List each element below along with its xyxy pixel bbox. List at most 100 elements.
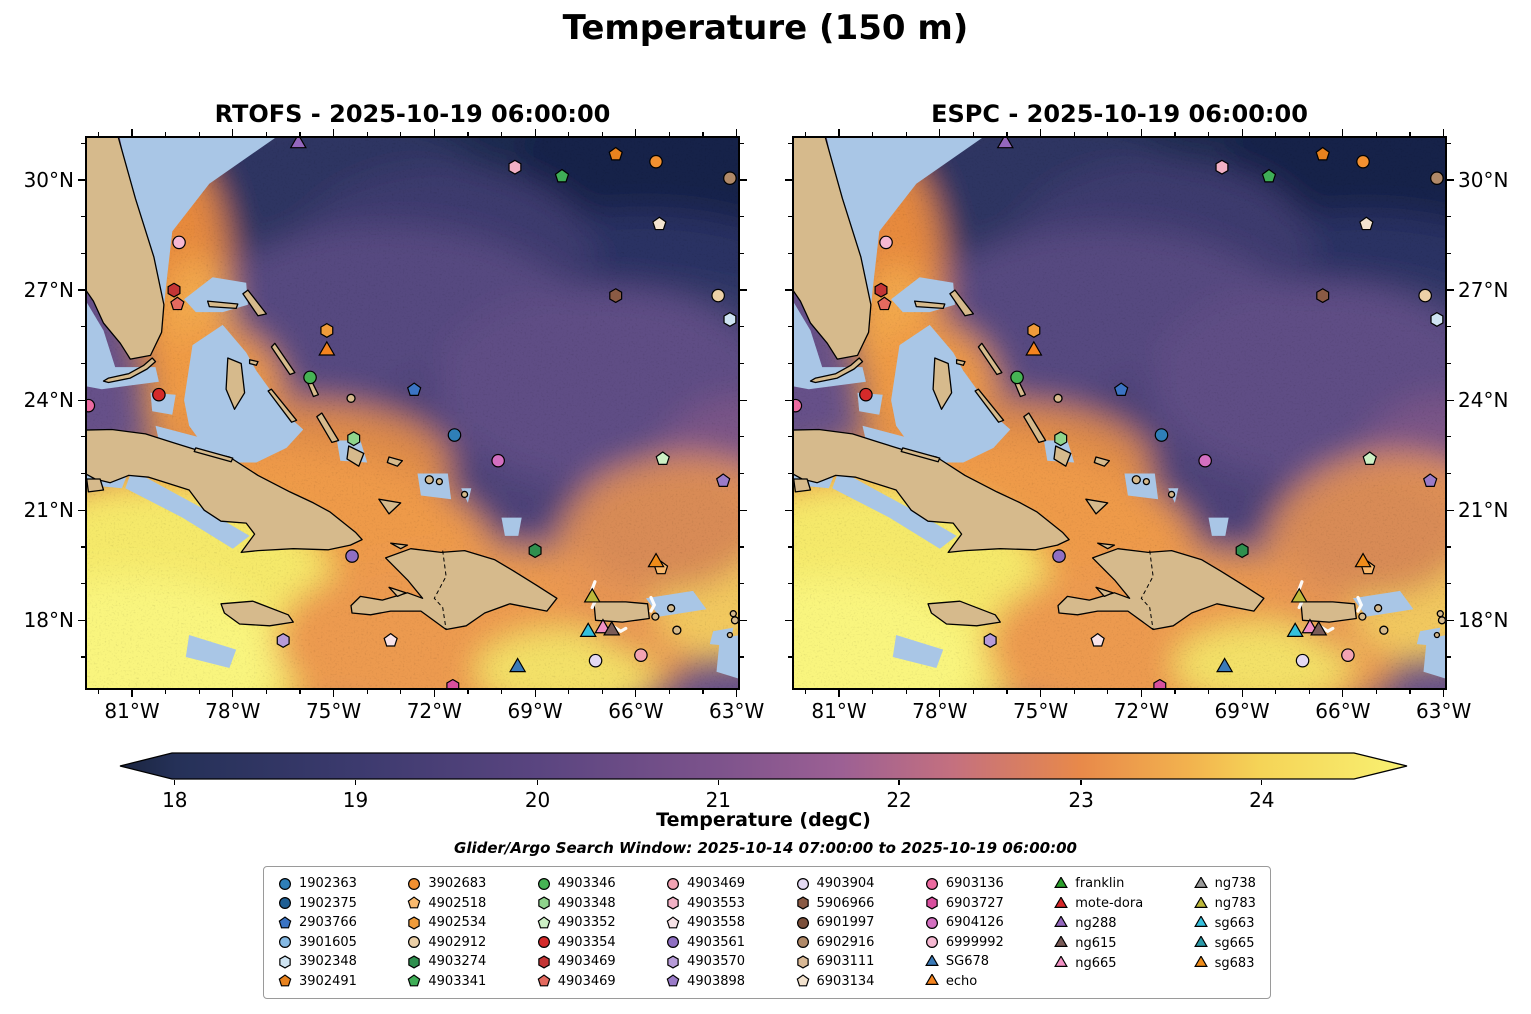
x-tick <box>366 132 368 136</box>
legend-item-label: 4903558 <box>687 915 746 931</box>
y-tick <box>788 216 792 218</box>
y-tick <box>740 399 747 401</box>
triangle-marker-icon <box>1054 916 1069 928</box>
legend-item: 4903558 <box>666 913 745 933</box>
legend-item-label: 1902375 <box>299 895 357 911</box>
x-tick <box>668 132 671 136</box>
legend-item-label: 6903134 <box>816 973 875 989</box>
colorbar-tick <box>536 780 539 785</box>
x-tick <box>232 690 234 697</box>
x-tick <box>400 690 402 694</box>
hexagon-marker-icon <box>926 896 938 910</box>
colorbar-tick-label: 22 <box>886 788 912 812</box>
legend-item: 4903469 <box>537 952 616 972</box>
y-tick <box>788 656 792 658</box>
circle-marker-icon <box>537 936 550 949</box>
marker-4903274 <box>528 543 542 559</box>
x-tick <box>905 690 907 694</box>
x-tick <box>1241 690 1243 697</box>
hexagon-marker-icon <box>279 955 291 969</box>
triangle-marker-icon <box>1193 916 1208 928</box>
x-tick-label: 63°W <box>709 699 765 723</box>
legend-item-label: 6903111 <box>816 954 875 970</box>
triangle-marker-icon <box>1193 876 1208 888</box>
x-tick-label: 63°W <box>1416 699 1472 723</box>
legend-item: ng665 <box>1054 953 1143 973</box>
x-tick <box>838 690 840 697</box>
x-tick <box>1375 690 1378 694</box>
pentagon-marker-icon <box>278 974 292 987</box>
legend-item-label: 4903570 <box>687 954 746 970</box>
legend-column: 4903346 4903348 4903352 4903354 4903469 49034… <box>537 874 616 991</box>
hexagon-marker-icon <box>408 916 421 930</box>
marker-sg683 <box>647 552 665 568</box>
circle-marker-icon <box>278 897 292 910</box>
legend-item-label: ng783 <box>1214 896 1256 912</box>
x-tick <box>198 132 200 136</box>
y-tick <box>81 583 85 585</box>
y-tick <box>788 326 792 328</box>
legend-item-label: 2903766 <box>299 915 357 931</box>
triangle-marker-icon <box>1054 956 1069 968</box>
y-tick <box>1447 216 1451 218</box>
y-tick <box>785 509 792 511</box>
pentagon-marker-icon <box>408 896 421 909</box>
marker-5906966 <box>609 288 623 304</box>
x-tick <box>1207 132 1210 136</box>
y-tick-label: 30°N <box>23 168 74 193</box>
legend-item: sg665 <box>1193 933 1256 953</box>
legend-item: ng615 <box>1054 933 1143 953</box>
marker-sg663 <box>1286 622 1304 638</box>
marker-4902534 <box>1027 322 1041 338</box>
legend-item-label: 4902534 <box>428 915 487 931</box>
legend-item: SG678 <box>924 952 1004 972</box>
legend-item-label: mote-dora <box>1075 896 1144 912</box>
y-tick <box>740 362 744 365</box>
legend-item-label: 5906966 <box>816 895 875 911</box>
legend-item: 4903570 <box>666 952 745 972</box>
hexagon-marker-icon <box>667 955 679 969</box>
legend-item: 6903111 <box>796 952 875 972</box>
x-tick <box>1409 690 1411 694</box>
marker-4902912 <box>1418 288 1432 303</box>
y-tick <box>78 509 85 511</box>
x-tick-label: 75°W <box>1012 699 1069 723</box>
legend-item: 4903904 <box>796 874 874 894</box>
legend-item: 4903354 <box>537 933 616 953</box>
colorbar-tick-label: 18 <box>162 788 188 812</box>
x-tick <box>1342 690 1344 697</box>
triangle-marker-icon <box>1054 936 1069 948</box>
y-tick <box>740 619 747 621</box>
legend-column: 3902683 4902518 4902534 4902912 4903274 49033… <box>407 874 486 991</box>
triangle-marker-icon <box>1054 876 1069 888</box>
y-tick <box>740 252 744 254</box>
legend-item-label: 4903469 <box>557 954 616 970</box>
x-tick <box>1140 690 1142 697</box>
y-tick <box>785 179 792 181</box>
x-tick <box>1073 132 1075 136</box>
x-tick <box>939 690 941 697</box>
marker-3902348 <box>1430 311 1444 327</box>
y-tick <box>81 252 85 254</box>
marker-4903346 <box>303 370 317 385</box>
pentagon-marker-icon <box>408 974 421 987</box>
legend-item-label: 4903469 <box>687 876 746 892</box>
legend-item: 4903274 <box>407 952 486 972</box>
legend-item-label: ng288 <box>1075 915 1117 931</box>
legend-item: 4903352 <box>537 913 616 933</box>
x-tick-label: 69°W <box>507 699 563 723</box>
marker-2903766 <box>1113 382 1129 396</box>
x-tick <box>400 132 402 136</box>
legend-item-label: 4903553 <box>687 895 746 911</box>
marker-4903346 <box>1010 370 1024 385</box>
x-tick <box>872 690 874 694</box>
marker-4903904 <box>588 653 603 668</box>
colorbar-tick <box>354 780 357 785</box>
legend-item: echo <box>924 972 1004 992</box>
marker-4903898 <box>716 473 731 487</box>
y-tick <box>81 656 85 658</box>
map-rtofs <box>85 136 740 690</box>
haiti-dr-border <box>433 550 447 630</box>
y-tick <box>1447 362 1451 365</box>
x-tick <box>332 129 335 136</box>
